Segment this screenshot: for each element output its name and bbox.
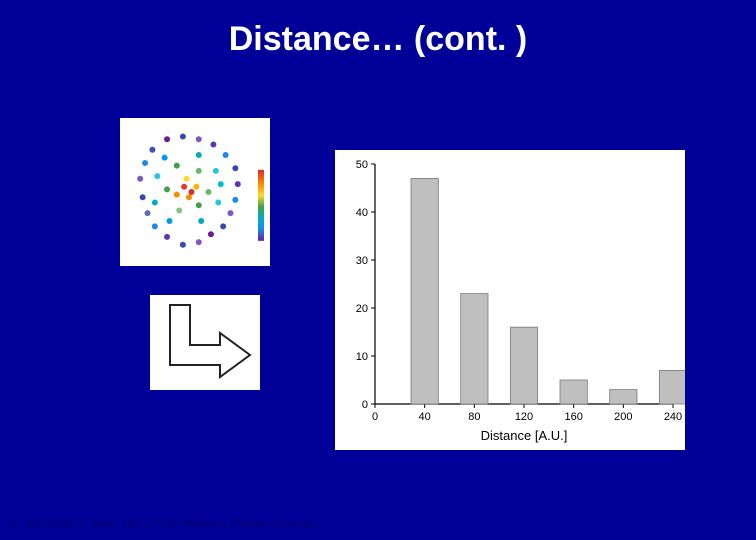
svg-text:200: 200 bbox=[614, 411, 632, 423]
copyright-footer: © 1991-2003 V. Tarek and J. Paul Robinso… bbox=[12, 518, 319, 530]
svg-text:50: 50 bbox=[356, 159, 368, 171]
svg-text:40: 40 bbox=[356, 207, 368, 219]
svg-text:10: 10 bbox=[356, 351, 368, 363]
bar-chart-svg: 0 10 20 30 40 50 0 40 80 120 160 200 240 Distance [A.… bbox=[335, 150, 685, 450]
svg-text:80: 80 bbox=[468, 411, 480, 423]
arrow-panel bbox=[150, 295, 260, 390]
scatter-svg bbox=[120, 118, 270, 266]
svg-text:0: 0 bbox=[372, 411, 378, 423]
svg-text:40: 40 bbox=[419, 411, 431, 423]
svg-text:30: 30 bbox=[356, 255, 368, 267]
svg-text:120: 120 bbox=[515, 411, 533, 423]
svg-text:0: 0 bbox=[362, 399, 368, 411]
scatter-panel bbox=[120, 118, 270, 266]
slide-title: Distance… (cont. ) bbox=[0, 20, 756, 59]
arrow-svg bbox=[150, 295, 260, 390]
svg-text:Distance [A.U.]: Distance [A.U.] bbox=[481, 428, 568, 443]
slide-root: Distance… (cont. ) 0 10 20 30 40 50 0 40 80 120 16… bbox=[0, 0, 756, 540]
svg-text:20: 20 bbox=[356, 303, 368, 315]
bar-chart-panel: 0 10 20 30 40 50 0 40 80 120 160 200 240 Distance [A.… bbox=[335, 150, 685, 450]
svg-text:160: 160 bbox=[564, 411, 582, 423]
svg-text:240: 240 bbox=[664, 411, 682, 423]
